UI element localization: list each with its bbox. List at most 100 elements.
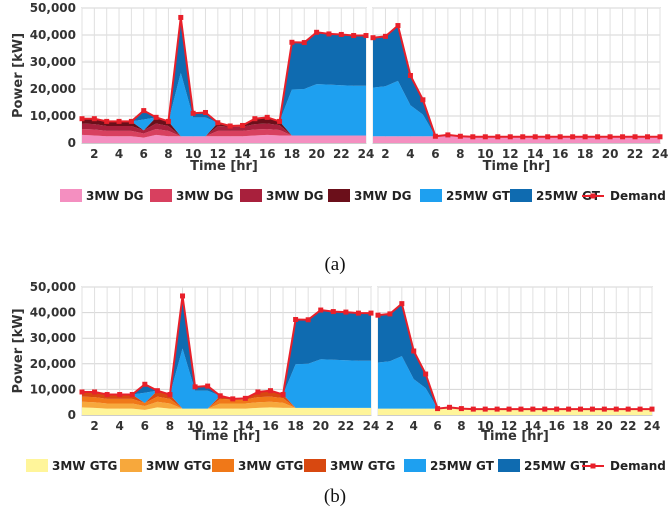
demand-point [566, 406, 572, 412]
demand-point [227, 123, 233, 129]
demand-point [252, 116, 258, 122]
x-tick-label: 2 [90, 147, 98, 161]
x-axis-label: Time [hr] [193, 429, 261, 444]
legend-swatch [150, 189, 172, 202]
demand-point [240, 122, 246, 128]
area-series-1 [82, 407, 371, 415]
demand-point [363, 33, 369, 39]
demand-point [542, 406, 548, 412]
x-tick-label: 22 [627, 147, 644, 161]
legend-swatch [498, 459, 520, 472]
demand-point [79, 116, 85, 122]
y-tick-label: 40,000 [30, 28, 76, 42]
demand-point [192, 384, 198, 390]
demand-point [545, 134, 551, 140]
legend: 3MW DG 3MW DG 3MW DG 3MW DG 25MW GT 25MW GT De… [60, 189, 666, 203]
demand-point [167, 392, 173, 398]
demand-point [657, 134, 663, 140]
legend-swatch [510, 189, 532, 202]
x-tick-label: 24 [358, 147, 375, 161]
demand-point [351, 33, 357, 39]
legend-label: 25MW GT [430, 459, 495, 473]
demand-point [387, 311, 393, 317]
y-tick-label: 10,000 [30, 109, 76, 123]
x-tick-label: 2 [90, 419, 98, 433]
x-tick-label: 4 [410, 419, 418, 433]
demand-point [202, 109, 208, 115]
x-tick-label: 4 [115, 147, 123, 161]
demand-point [589, 406, 595, 412]
demand-point [230, 396, 236, 402]
demand-point [494, 406, 500, 412]
demand-point [607, 134, 613, 140]
x-tick-label: 20 [312, 419, 329, 433]
demand-point [117, 392, 123, 398]
y-tick-label: 50,000 [30, 1, 76, 15]
demand-point [582, 134, 588, 140]
x-axis-label: Time [hr] [481, 429, 549, 444]
area-series-1 [378, 408, 652, 415]
demand-point [432, 133, 438, 139]
x-tick-label: 2 [381, 147, 389, 161]
demand-point [305, 317, 311, 323]
legend-label: 25MW GT [446, 189, 511, 203]
demand-point [532, 134, 538, 140]
demand-point [293, 317, 299, 323]
x-tick-label: 22 [333, 147, 350, 161]
x-tick-label: 16 [552, 147, 569, 161]
demand-point [301, 40, 307, 46]
demand-point [506, 406, 512, 412]
demand-point [116, 118, 122, 124]
legend-label: Demand [610, 189, 666, 203]
legend-swatch [26, 459, 48, 472]
demand-point [277, 118, 283, 124]
demand-point [280, 392, 286, 398]
demand-point [458, 406, 464, 412]
demand-point [482, 134, 488, 140]
demand-point [411, 348, 417, 354]
legend-swatch [240, 189, 262, 202]
demand-point [142, 381, 148, 387]
legend-swatch [60, 189, 82, 202]
demand-point [153, 114, 159, 120]
legend-label: 3MW GTG [330, 459, 395, 473]
y-axis-label: Power [kW] [11, 33, 26, 118]
demand-point [470, 134, 476, 140]
demand-point [601, 406, 607, 412]
legend: 3MW GTG 3MW GTG 3MW GTG 3MW GTG 25MW GT 25MW … [26, 459, 666, 473]
demand-point [178, 14, 184, 20]
legend-label: 25MW GT [536, 189, 601, 203]
area-series-5 [82, 348, 371, 409]
demand-point [482, 406, 488, 412]
area-series-5 [373, 80, 660, 137]
x-tick-label: 12 [501, 419, 518, 433]
demand-point [180, 293, 186, 299]
x-tick-label: 2 [386, 419, 394, 433]
x-tick-label: 6 [433, 419, 441, 433]
legend-swatch-marker [590, 463, 596, 469]
demand-point [382, 33, 388, 39]
x-tick-label: 8 [164, 147, 172, 161]
demand-point [495, 134, 501, 140]
demand-point [420, 97, 426, 103]
demand-point [355, 310, 361, 316]
legend-swatch [328, 189, 350, 202]
x-tick-label: 14 [527, 147, 544, 161]
demand-point [399, 301, 405, 307]
legend-label: 3MW DG [176, 189, 234, 203]
y-tick-label: 10,000 [30, 382, 76, 396]
x-tick-label: 16 [548, 419, 565, 433]
legend-label: 3MW GTG [238, 459, 303, 473]
area-series-1 [373, 136, 660, 143]
demand-point [518, 406, 524, 412]
chart-a: 0 10,000 20,000 30,000 40,000 50,000 Power [kW… [11, 1, 668, 275]
x-tick-label: 4 [406, 147, 414, 161]
x-tick-label: 20 [596, 419, 613, 433]
demand-point [92, 389, 98, 395]
legend-label: 3MW DG [266, 189, 324, 203]
demand-point [645, 134, 651, 140]
x-tick-label: 20 [308, 147, 325, 161]
